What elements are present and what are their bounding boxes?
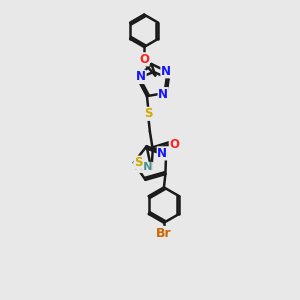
Text: N: N	[158, 88, 168, 100]
Text: HN: HN	[134, 162, 152, 172]
Text: N: N	[161, 65, 171, 78]
Text: Br: Br	[156, 226, 172, 239]
Text: S: S	[134, 156, 142, 169]
Text: O: O	[169, 138, 179, 151]
Text: S: S	[144, 107, 153, 120]
Text: N: N	[157, 147, 167, 160]
Text: N: N	[136, 70, 146, 83]
Text: O: O	[139, 53, 149, 66]
